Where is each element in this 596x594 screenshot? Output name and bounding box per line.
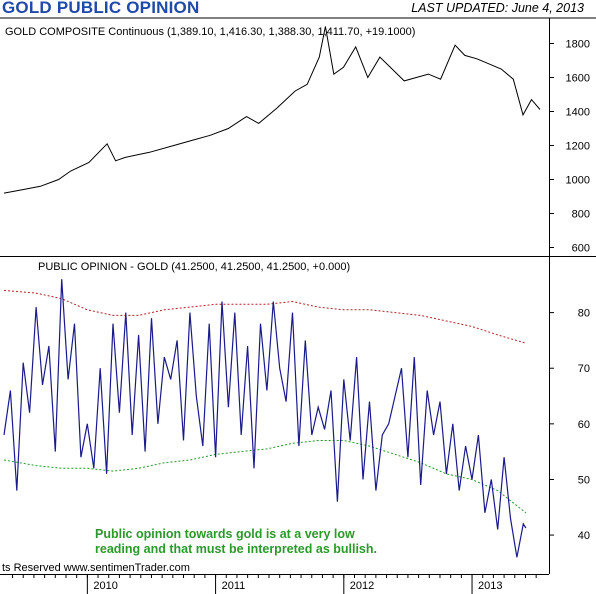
time-x-axis: 2010 2011 2012 2013	[12, 574, 537, 594]
note-line-2: reading and that must be interpreted as …	[95, 542, 377, 556]
time-axis-tick-label: 2012	[350, 580, 374, 592]
public-opinion-line	[3, 279, 527, 558]
price-axis-tick-label: 1000	[566, 175, 590, 187]
opinion-axis-tick-label: 50	[578, 474, 590, 486]
price-axis-tick-label: 800	[572, 209, 590, 221]
time-axis-tick-label: 2011	[222, 580, 246, 592]
copyright-text: ts Reserved www.sentimenTrader.com	[2, 562, 190, 574]
time-axis-tick-label: 2013	[478, 580, 502, 592]
price-axis-tick-label: 1600	[566, 73, 590, 85]
opinion-axis-tick-label: 80	[578, 308, 590, 320]
opinion-axis-tick-label: 70	[578, 363, 590, 375]
last-updated-text: LAST UPDATED: June 4, 2013	[411, 1, 584, 15]
time-axis-tick-label: 2010	[93, 580, 117, 592]
opinion-axis-tick-label: 60	[578, 419, 590, 431]
note-line-1: Public opinion towards gold is at a very…	[95, 527, 355, 541]
price-panel-label: GOLD COMPOSITE Continuous (1,389.10, 1,4…	[5, 26, 415, 38]
gold-price-line	[3, 26, 541, 194]
opinion-panel-label: PUBLIC OPINION - GOLD (41.2500, 41.2500,…	[38, 261, 350, 273]
price-y-axis: 600 800 1000 1200 1400 1600 1800	[549, 39, 590, 255]
opinion-y-axis: 40 50 60 70 80	[549, 308, 590, 542]
page-title: GOLD PUBLIC OPINION	[2, 0, 200, 17]
price-axis-tick-label: 600	[572, 243, 590, 255]
opinion-axis-tick-label: 40	[578, 530, 590, 542]
price-axis-tick-label: 1200	[566, 141, 590, 153]
lower-band-line	[3, 440, 527, 514]
price-axis-tick-label: 1800	[566, 39, 590, 51]
price-axis-tick-label: 1400	[566, 107, 590, 119]
upper-band-line	[3, 289, 527, 344]
